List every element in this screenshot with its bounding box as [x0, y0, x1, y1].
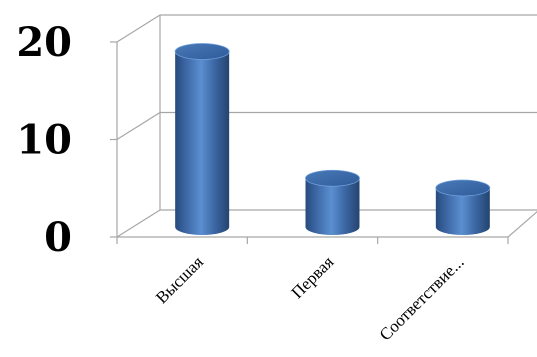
y-tick-label: 10	[16, 117, 72, 164]
y-tick-label: 0	[44, 214, 72, 261]
gridline-side-1	[116, 111, 161, 141]
gridline-side-2	[116, 14, 161, 43]
bar-body	[305, 178, 360, 235]
bar-body	[435, 188, 490, 235]
y-tick-label: 20	[16, 19, 72, 66]
x-tick-label: Соответствие...	[376, 252, 468, 344]
x-tick-label: Первая	[287, 252, 337, 302]
bars	[174, 43, 491, 235]
bar	[435, 179, 491, 235]
y-axis: 0 10 20	[16, 19, 72, 261]
floor-right-edge	[507, 210, 537, 238]
bar-top-cap	[435, 179, 491, 197]
x-axis: Высшая Первая Соответствие...	[152, 252, 468, 344]
bar-top-cap	[174, 43, 230, 60]
bar-top-cap	[305, 169, 360, 187]
bar	[305, 169, 360, 235]
x-tick-label: Высшая	[152, 252, 207, 307]
bar-body	[175, 51, 230, 235]
gridline-side-0	[116, 209, 161, 238]
bar	[174, 43, 230, 235]
